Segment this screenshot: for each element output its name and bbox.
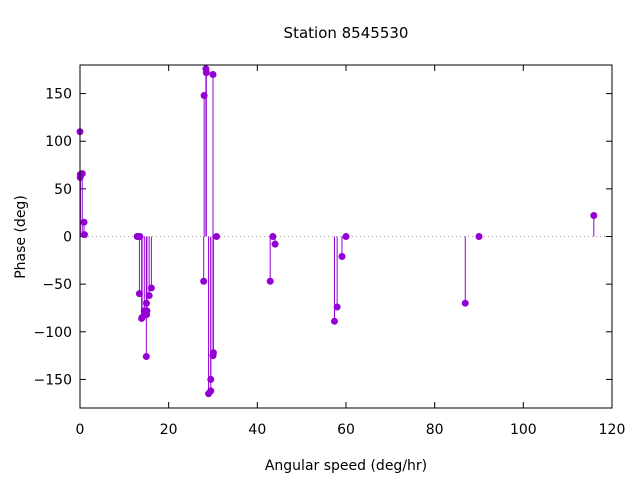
data-point: [330, 317, 338, 325]
data-point: [338, 253, 346, 261]
x-tick-label: 120: [599, 422, 626, 438]
data-point: [147, 284, 155, 292]
data-point: [590, 212, 598, 220]
data-point: [271, 240, 279, 248]
y-axis-label: Phase (deg): [13, 195, 29, 279]
data-point: [209, 71, 217, 79]
data-point: [333, 303, 341, 311]
y-tick-label: −50: [42, 277, 72, 293]
x-tick-label: 60: [337, 422, 355, 438]
y-tick-label: −100: [34, 325, 72, 341]
plot-frame: [79, 64, 613, 409]
data-point: [200, 277, 208, 285]
data-point: [142, 353, 150, 361]
data-marks: [76, 65, 598, 398]
x-axis-label: Angular speed (deg/hr): [265, 458, 427, 474]
data-point: [461, 299, 469, 307]
data-point: [475, 233, 483, 240]
x-tick-label: 20: [160, 422, 178, 438]
data-point: [80, 218, 88, 226]
x-tick-label: 40: [248, 422, 266, 438]
y-tick-label: 100: [45, 134, 72, 150]
y-tick-label: 150: [45, 87, 72, 103]
x-tick-label: 80: [426, 422, 444, 438]
data-point: [266, 277, 274, 285]
axis-ticks: 0 20 40 60 80 100 120 −150 −100 −50 0 50 100 150: [34, 65, 626, 438]
x-tick-label: 100: [510, 422, 537, 438]
data-point: [342, 233, 350, 240]
x-tick-label: 0: [76, 422, 85, 438]
chart-title: Station 8545530: [284, 24, 409, 42]
data-point: [207, 387, 215, 395]
data-point: [145, 292, 153, 300]
y-tick-label: 50: [54, 182, 72, 198]
data-point: [80, 231, 88, 239]
data-point: [213, 233, 221, 240]
data-point: [202, 69, 210, 77]
data-point: [209, 349, 217, 357]
y-tick-label: 0: [63, 230, 72, 246]
y-tick-label: −150: [34, 372, 72, 388]
data-point: [143, 307, 151, 315]
